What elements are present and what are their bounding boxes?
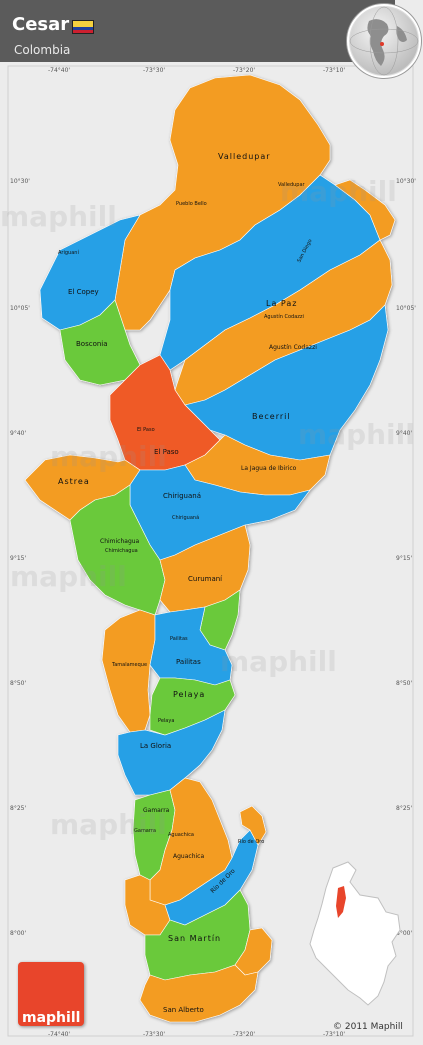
- label-pueblo-bello: Pueblo Bello: [176, 201, 207, 207]
- coord-left-1: 10°30': [10, 178, 30, 185]
- coord-top-4: -73°10': [323, 67, 345, 74]
- label-pailitas: Pailitas: [176, 658, 201, 666]
- region-san-alberto[interactable]: [139, 964, 259, 1023]
- label-valledupar-city: Valledupar: [278, 182, 306, 188]
- label-la-jagua: La Jagua de Ibirico: [241, 465, 297, 472]
- label-el-paso: El Paso: [154, 448, 179, 456]
- coord-bottom-2: -73°30': [143, 1031, 165, 1038]
- globe-icon: [347, 4, 421, 78]
- label-chiriguana-town: Chiriguaná: [172, 514, 199, 521]
- coord-left-6: 8°25': [10, 805, 26, 812]
- label-pelaya: Pelaya: [173, 690, 205, 699]
- coord-right-6: 8°25': [396, 805, 412, 812]
- label-agustin-codazzi-town: Agustín Codazzi: [264, 313, 304, 320]
- coord-top-2: -73°30': [143, 67, 165, 74]
- region-el-paso[interactable]: [109, 354, 221, 471]
- region-tamalameque[interactable]: [101, 609, 156, 733]
- coord-left-7: 8°00': [10, 930, 26, 937]
- label-gamarra: Gamarra: [143, 807, 170, 814]
- label-aguachica: Aguachica: [173, 853, 204, 860]
- colombia-inset: [288, 860, 416, 1020]
- label-san-martin: San Martín: [168, 934, 221, 943]
- label-chimichagua: Chimichagua: [100, 538, 140, 545]
- coord-bottom-1: -74°40': [48, 1031, 70, 1038]
- header-bar: Cesar Colombia: [0, 0, 395, 62]
- label-bosconia: Bosconia: [76, 340, 108, 348]
- coord-bottom-4: -73°10': [323, 1031, 345, 1038]
- label-chiriguana: Chiriguaná: [163, 492, 201, 500]
- label-la-gloria: La Gloria: [140, 742, 171, 750]
- region-rio-de-oro-east[interactable]: [239, 805, 267, 846]
- coord-left-4: 9°15': [10, 555, 26, 562]
- coord-top-1: -74°40': [48, 67, 70, 74]
- coord-left-3: 9°40': [10, 430, 26, 437]
- coord-right-2: 10°05': [396, 305, 416, 312]
- region-pailitas[interactable]: [149, 606, 233, 686]
- label-el-copey: El Copey: [68, 288, 99, 296]
- label-pelaya-town: Pelaya: [158, 718, 174, 724]
- coord-bottom-3: -73°20': [233, 1031, 255, 1038]
- maphill-logo[interactable]: [18, 962, 84, 1026]
- label-becerril: Becerril: [252, 412, 291, 421]
- coord-right-1: 10°30': [396, 178, 416, 185]
- coord-top-3: -73°20': [233, 67, 255, 74]
- page-title: Cesar: [12, 14, 70, 35]
- coord-right-3: 9°40': [396, 430, 412, 437]
- label-aguachica-town: Aguachica: [168, 832, 194, 838]
- colombia-shape: [309, 861, 401, 1006]
- label-el-paso-town: El Paso: [137, 427, 155, 433]
- label-agustin-codazzi: Agustín Codazzi: [269, 344, 317, 351]
- coord-right-5: 8°50': [396, 680, 412, 687]
- region-la-gloria[interactable]: [117, 709, 226, 796]
- page-subtitle: Colombia: [14, 43, 71, 57]
- label-astrea: Astrea: [58, 477, 90, 486]
- coord-left-5: 8°50': [10, 680, 26, 687]
- label-la-paz: La Paz: [266, 299, 297, 308]
- label-curumani: Curumaní: [188, 575, 223, 583]
- label-rio-de-oro-town: Río de Oro: [238, 838, 264, 845]
- maphill-logo-text: maphill: [22, 1010, 81, 1026]
- coord-left-2: 10°05': [10, 305, 30, 312]
- coord-right-4: 9°15': [396, 555, 412, 562]
- label-valledupar: Valledupar: [218, 152, 271, 161]
- region-bosconia[interactable]: [59, 299, 141, 386]
- label-gamarra-town: Gamarra: [134, 828, 156, 834]
- region-ne-orange[interactable]: [334, 179, 396, 241]
- globe-svg: [349, 6, 419, 76]
- cesar-highlight: [336, 886, 346, 918]
- label-chimichagua-town: Chimichagua: [105, 548, 138, 554]
- label-aristobulo: Ariguaní: [58, 249, 79, 256]
- coordinate-labels: -74°40' -73°30' -73°20' -73°10' -74°40' …: [10, 67, 416, 1038]
- coord-right-7: 8°00': [396, 930, 412, 937]
- colombia-inset-svg: [309, 861, 401, 1006]
- label-pailitas-town: Pailitas: [170, 636, 188, 642]
- label-tamalameque: Tamalameque: [111, 662, 147, 668]
- flag-icon: [72, 20, 94, 34]
- copyright-text: © 2011 Maphill: [333, 1022, 403, 1032]
- label-san-alberto: San Alberto: [163, 1006, 204, 1014]
